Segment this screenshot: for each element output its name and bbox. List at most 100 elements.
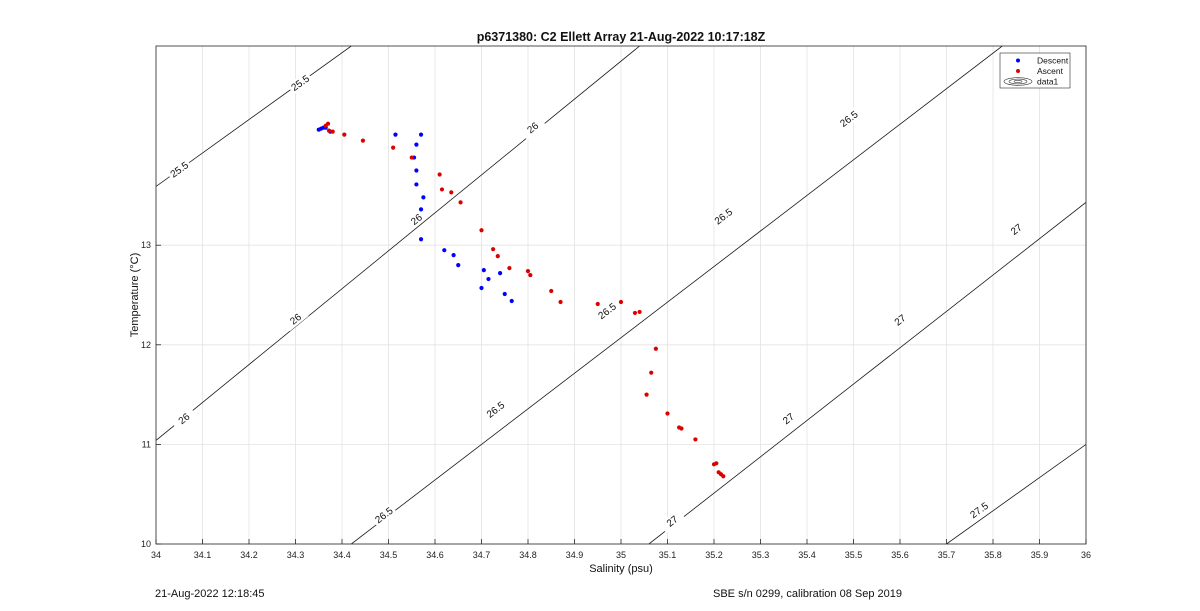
contour-label-backing <box>166 157 193 182</box>
data-point-ascent <box>558 299 563 305</box>
x-axis-label: Salinity (psu) <box>589 563 653 575</box>
x-tick-label: 34.3 <box>287 550 305 560</box>
legend: Descent Ascent data1 <box>999 52 1071 89</box>
x-tick-label: 35.4 <box>798 550 816 560</box>
data-point-ascent <box>449 190 454 195</box>
legend-marker-ascent <box>1016 69 1020 73</box>
contour-label-backing <box>775 406 802 431</box>
x-tick-label: 34.1 <box>194 550 212 560</box>
chart-title: p6371380: C2 Ellett Array 21-Aug-2022 10… <box>477 30 766 44</box>
x-tick-label: 35.5 <box>845 550 863 560</box>
data-point-descent <box>479 285 484 291</box>
data-point-ascent <box>360 138 366 143</box>
legend-box <box>999 52 1071 89</box>
x-tick-label: 34.9 <box>566 550 584 560</box>
x-tick-label: 35.6 <box>891 550 909 560</box>
contour-label-backing <box>659 508 686 534</box>
data-point-ascent <box>342 132 347 137</box>
data-point-ascent <box>330 129 335 134</box>
x-tick-label: 34.7 <box>473 550 491 560</box>
data-point-descent <box>421 195 426 200</box>
data-point-ascent <box>479 228 484 233</box>
y-tick-label: 12 <box>141 340 151 350</box>
contour-label-backing <box>710 204 737 229</box>
data-point-descent <box>393 132 398 137</box>
contour-label-backing <box>282 306 309 332</box>
contour-label-backing <box>835 106 863 131</box>
data-point-ascent <box>507 266 512 271</box>
data-point-descent <box>418 132 424 137</box>
data-point-ascent <box>649 370 654 375</box>
data-point-ascent <box>618 299 624 305</box>
y-axis-label: Temperature (°C) <box>129 253 141 337</box>
x-tick-label: 34.5 <box>380 550 398 560</box>
contour-label-backing <box>370 503 398 528</box>
x-tick-label: 34 <box>151 550 161 560</box>
footer-calibration: SBE s/n 0299, calibration 08 Sep 2019 <box>713 588 902 600</box>
data-point-ascent <box>644 392 649 397</box>
data-point-descent <box>481 268 486 273</box>
contour-label-backing <box>170 406 197 431</box>
data-point-descent <box>414 168 419 173</box>
x-axis-ticks: 34 34.1 34.2 34.3 34.4 34.5 34.6 34.7 34.8 34.9 35… <box>151 539 1091 560</box>
contour-label-backing <box>1003 217 1030 242</box>
data-point-descent <box>498 270 503 276</box>
density-contours <box>156 46 1086 544</box>
data-point-ascent <box>495 254 500 259</box>
x-tick-label: 36 <box>1081 550 1091 560</box>
legend-contour-icon <box>1003 77 1033 86</box>
data-point-ascent <box>528 272 533 278</box>
data-point-ascent <box>693 437 698 442</box>
contour-label-backing <box>519 115 546 140</box>
data-points <box>316 121 726 479</box>
data-point-descent <box>414 142 419 147</box>
data-point-ascent <box>637 309 642 315</box>
data-point-descent <box>502 291 507 297</box>
contour-label-backing <box>965 498 993 522</box>
x-tick-label: 34.4 <box>333 550 351 560</box>
data-point-ascent <box>439 187 445 192</box>
legend-label-descent: Descent <box>1037 56 1069 66</box>
grid-lines <box>155 46 1087 545</box>
footer-timestamp: 21-Aug-2022 12:18:45 <box>155 588 265 600</box>
legend-label-data1: data1 <box>1037 77 1059 87</box>
legend-marker-descent <box>1016 58 1020 63</box>
x-tick-label: 35.9 <box>1031 550 1049 560</box>
data-point-ascent <box>326 128 332 133</box>
contour-label-backing <box>482 397 509 422</box>
data-point-ascent <box>491 247 496 252</box>
x-tick-label: 35.2 <box>705 550 723 560</box>
data-point-descent <box>456 263 461 268</box>
x-tick-label: 35.7 <box>938 550 956 560</box>
data-point-ascent <box>409 155 414 160</box>
density-contour-line <box>156 46 640 441</box>
density-contour-line <box>946 444 1086 544</box>
density-contour-line <box>351 46 1003 544</box>
x-tick-label: 35 <box>616 550 626 560</box>
x-tick-label: 35.8 <box>984 550 1002 560</box>
data-point-descent <box>486 276 491 282</box>
contour-label-backing <box>886 307 914 333</box>
x-tick-label: 35.3 <box>752 550 770 560</box>
y-tick-label: 13 <box>141 240 151 250</box>
x-tick-label: 34.6 <box>426 550 444 560</box>
data-point-ascent <box>458 200 463 205</box>
data-point-ascent <box>325 121 331 126</box>
y-tick-label: 11 <box>142 439 151 449</box>
contour-label-backing <box>286 70 314 95</box>
data-point-ascent <box>595 301 600 307</box>
data-point-descent <box>451 253 456 258</box>
data-point-ascent <box>665 411 670 416</box>
data-point-descent <box>414 182 419 187</box>
x-tick-label: 34.8 <box>519 550 537 560</box>
contour-label-backing <box>403 207 430 232</box>
data-point-descent <box>509 298 514 304</box>
data-point-descent <box>418 207 424 212</box>
data-point-ascent <box>679 426 684 431</box>
legend-label-ascent: Ascent <box>1037 66 1064 76</box>
data-point-ascent <box>391 145 396 150</box>
x-tick-label: 35.1 <box>659 550 677 560</box>
data-point-ascent <box>525 268 531 274</box>
y-axis-ticks: 10 11 12 13 <box>141 240 161 549</box>
